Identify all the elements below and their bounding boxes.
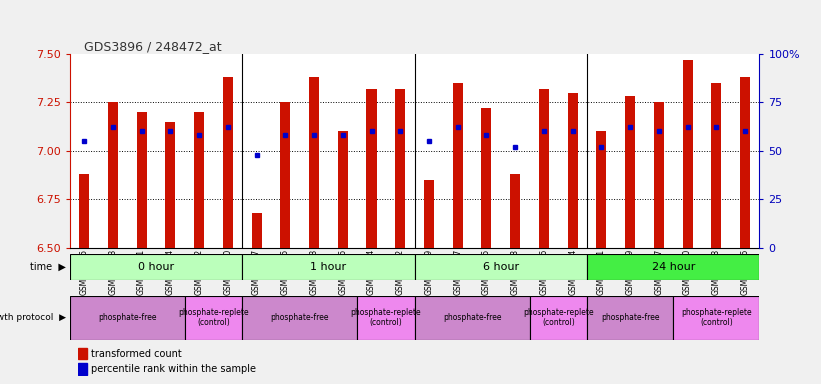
Bar — [78, 363, 87, 375]
Bar — [309, 77, 319, 248]
Text: phosphate-free: phosphate-free — [601, 313, 659, 322]
Bar — [654, 102, 664, 248]
Bar — [567, 93, 578, 248]
Bar — [625, 96, 635, 248]
Bar — [415, 254, 587, 280]
Text: 1 hour: 1 hour — [310, 262, 346, 272]
Bar — [366, 89, 377, 248]
Bar — [78, 348, 87, 359]
Bar — [415, 296, 530, 340]
Text: percentile rank within the sample: percentile rank within the sample — [91, 364, 256, 374]
Bar — [539, 89, 549, 248]
Bar — [682, 60, 693, 248]
Bar — [596, 131, 607, 248]
Bar — [711, 83, 722, 248]
Text: 0 hour: 0 hour — [138, 262, 174, 272]
Text: 24 hour: 24 hour — [652, 262, 695, 272]
Bar — [136, 112, 147, 248]
Bar — [337, 131, 348, 248]
Bar — [452, 83, 463, 248]
Text: phosphate-replete
(control): phosphate-replete (control) — [178, 308, 249, 328]
Bar — [165, 122, 176, 248]
Bar — [70, 254, 242, 280]
Bar — [740, 77, 750, 248]
Text: time  ▶: time ▶ — [30, 262, 66, 272]
Bar — [395, 89, 406, 248]
Bar — [242, 296, 357, 340]
Bar — [424, 180, 434, 248]
Bar — [108, 102, 118, 248]
Text: 6 hour: 6 hour — [483, 262, 519, 272]
Bar — [481, 108, 492, 248]
Bar — [673, 296, 759, 340]
Text: phosphate-free: phosphate-free — [270, 313, 329, 322]
Bar — [280, 102, 291, 248]
Bar — [510, 174, 521, 248]
Bar — [587, 296, 673, 340]
Bar — [185, 296, 242, 340]
Text: phosphate-free: phosphate-free — [98, 313, 157, 322]
Bar — [194, 112, 204, 248]
Text: phosphate-replete
(control): phosphate-replete (control) — [681, 308, 752, 328]
Bar — [357, 296, 415, 340]
Bar — [79, 174, 89, 248]
Text: growth protocol  ▶: growth protocol ▶ — [0, 313, 66, 322]
Bar — [242, 254, 415, 280]
Text: transformed count: transformed count — [91, 349, 182, 359]
Bar — [251, 213, 262, 248]
Text: phosphate-free: phosphate-free — [443, 313, 502, 322]
Bar — [222, 77, 233, 248]
Text: GDS3896 / 248472_at: GDS3896 / 248472_at — [84, 40, 221, 53]
Bar — [530, 296, 587, 340]
Bar — [70, 296, 185, 340]
Text: phosphate-replete
(control): phosphate-replete (control) — [523, 308, 594, 328]
Text: phosphate-replete
(control): phosphate-replete (control) — [351, 308, 421, 328]
Bar — [587, 254, 759, 280]
